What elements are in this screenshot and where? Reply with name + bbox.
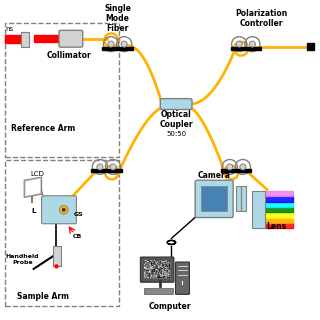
Bar <box>21 32 29 46</box>
Text: Single
Mode
Fiber: Single Mode Fiber <box>104 4 131 34</box>
FancyBboxPatch shape <box>42 196 76 224</box>
Bar <box>307 44 314 50</box>
Polygon shape <box>26 179 40 196</box>
Bar <box>145 261 170 278</box>
Text: GS: GS <box>74 212 84 217</box>
FancyBboxPatch shape <box>140 257 174 282</box>
FancyBboxPatch shape <box>175 262 189 294</box>
FancyBboxPatch shape <box>195 180 233 218</box>
Text: Reference Arm: Reference Arm <box>11 124 75 133</box>
Text: Polarization
Controller: Polarization Controller <box>236 9 288 28</box>
Text: Sample Arm: Sample Arm <box>17 292 69 301</box>
Polygon shape <box>252 191 265 228</box>
Circle shape <box>240 164 246 170</box>
Bar <box>241 187 246 211</box>
Circle shape <box>227 164 233 170</box>
Bar <box>34 35 62 43</box>
Text: CB: CB <box>73 234 82 239</box>
Text: L: L <box>31 208 36 214</box>
Circle shape <box>108 41 114 47</box>
Circle shape <box>62 208 66 212</box>
Bar <box>102 47 133 50</box>
Text: LCD: LCD <box>30 171 44 177</box>
Circle shape <box>97 164 103 170</box>
Bar <box>53 245 60 266</box>
Text: Lens: Lens <box>266 222 286 231</box>
Text: 50:50: 50:50 <box>166 131 186 137</box>
Text: Computer: Computer <box>148 302 191 311</box>
Circle shape <box>249 41 255 47</box>
Bar <box>5 35 23 44</box>
FancyBboxPatch shape <box>160 99 192 109</box>
Text: Camera: Camera <box>198 171 231 180</box>
Bar <box>91 169 122 172</box>
Text: Optical
Coupler: Optical Coupler <box>159 110 193 129</box>
Polygon shape <box>24 177 42 197</box>
FancyBboxPatch shape <box>59 30 83 47</box>
Circle shape <box>54 264 59 268</box>
Circle shape <box>110 164 116 170</box>
Bar <box>236 187 241 211</box>
Bar <box>145 288 173 294</box>
Text: Handheld
Probe: Handheld Probe <box>6 254 39 265</box>
Circle shape <box>59 205 68 214</box>
Bar <box>231 47 261 50</box>
Text: Collimator: Collimator <box>46 52 91 60</box>
Circle shape <box>236 41 242 47</box>
Bar <box>221 169 252 172</box>
Bar <box>202 187 227 211</box>
Circle shape <box>121 41 127 47</box>
Text: ns: ns <box>6 27 14 32</box>
